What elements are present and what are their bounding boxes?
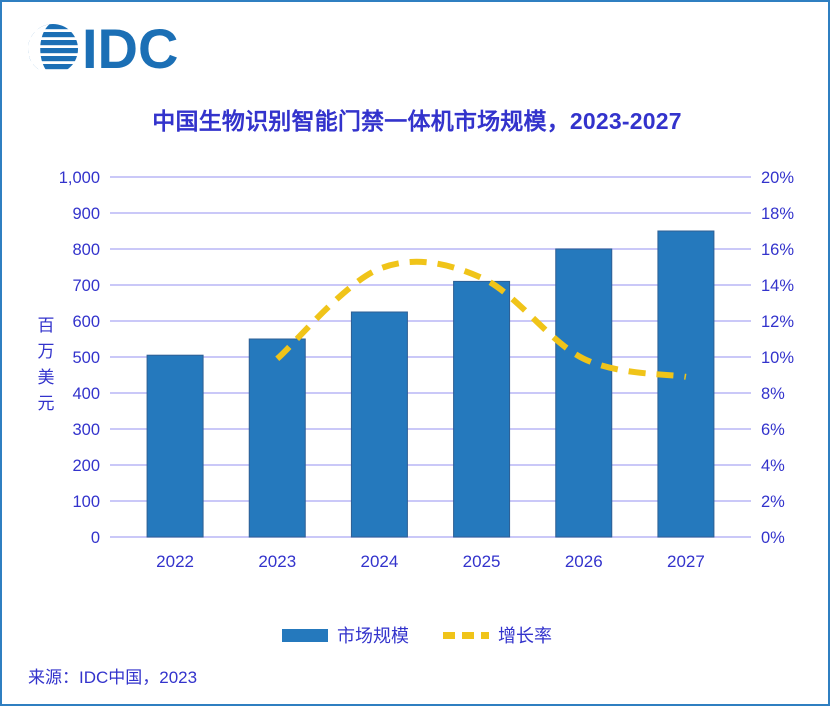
y-axis-title-char: 百 — [38, 316, 55, 335]
bar[interactable] — [146, 354, 204, 538]
legend-label-bar: 市场规模 — [337, 626, 409, 646]
y-axis-right-tick-label: 4% — [761, 457, 785, 475]
y-axis-right-tick-label: 20% — [761, 169, 794, 187]
y-axis-left-ticks: 0 100 200 300 400 500 600 700 800 900 1,000 — [59, 169, 100, 547]
x-axis-tick-label: 2022 — [156, 552, 194, 571]
y-axis-left-tick-label: 200 — [72, 457, 100, 475]
y-axis-left-tick-label: 400 — [72, 385, 100, 403]
idc-logo: IDC — [24, 20, 254, 78]
y-axis-left-tick-label: 100 — [72, 493, 100, 511]
globe-icon — [28, 24, 78, 74]
idc-logo-svg: IDC — [28, 20, 178, 78]
y-axis-right-tick-label: 14% — [761, 277, 794, 295]
y-axis-right-tick-label: 18% — [761, 205, 794, 223]
x-axis-tick-label: 2024 — [361, 552, 399, 571]
y-axis-title-char: 美 — [38, 368, 55, 387]
bar[interactable] — [453, 280, 511, 538]
x-axis-category-labels: 2022 2023 2024 2025 2026 2027 — [156, 552, 705, 571]
bar[interactable] — [248, 338, 306, 538]
source-note: 来源：IDC中国，2023 — [28, 668, 198, 687]
legend-item-bar[interactable]: 市场规模 — [282, 622, 409, 648]
y-axis-right-ticks: 0% 2% 4% 6% 8% 10% 12% 14% 16% 18% 20% — [761, 169, 794, 547]
y-axis-left-tick-label: 800 — [72, 241, 100, 259]
bar-series — [146, 230, 715, 538]
y-axis-left-tick-label: 900 — [72, 205, 100, 223]
gridlines — [110, 176, 751, 538]
y-axis-right-tick-label: 10% — [761, 349, 794, 367]
y-axis-right-tick-label: 12% — [761, 313, 794, 331]
dashed-line-swatch-icon — [443, 631, 489, 639]
y-axis-left-tick-label: 300 — [72, 421, 100, 439]
y-axis-left-tick-label: 500 — [72, 349, 100, 367]
chart-title: 中国生物识别智能门禁一体机市场规模，2023-2027 — [152, 108, 682, 134]
y-axis-left-tick-label: 1,000 — [59, 169, 100, 187]
x-axis-tick-label: 2025 — [463, 552, 501, 571]
y-axis-title-char: 万 — [38, 342, 55, 361]
bar-swatch-icon — [282, 628, 328, 642]
y-axis-left-tick-label: 600 — [72, 313, 100, 331]
legend-label-line: 增长率 — [498, 626, 552, 646]
bar[interactable] — [350, 311, 408, 538]
y-axis-right-tick-label: 6% — [761, 421, 785, 439]
y-axis-right-tick-label: 2% — [761, 493, 785, 511]
idc-wordmark: IDC — [82, 20, 178, 78]
y-axis-right-tick-label: 8% — [761, 385, 785, 403]
x-axis-tick-label: 2026 — [565, 552, 603, 571]
x-axis-tick-label: 2023 — [258, 552, 296, 571]
y-axis-title-char: 元 — [38, 394, 55, 413]
bar[interactable] — [657, 230, 715, 538]
y-axis-right-tick-label: 0% — [761, 529, 785, 547]
legend-item-line[interactable]: 增长率 — [443, 622, 552, 648]
line-series — [275, 258, 687, 380]
y-axis-left-tick-label: 0 — [91, 529, 100, 547]
y-axis-left-tick-label: 700 — [72, 277, 100, 295]
y-axis-right-tick-label: 16% — [761, 241, 794, 259]
chart-legend: 市场规模 增长率 — [2, 622, 830, 648]
bar[interactable] — [555, 248, 613, 538]
growth-rate-line[interactable] — [275, 258, 687, 380]
x-axis-tick-label: 2027 — [667, 552, 705, 571]
